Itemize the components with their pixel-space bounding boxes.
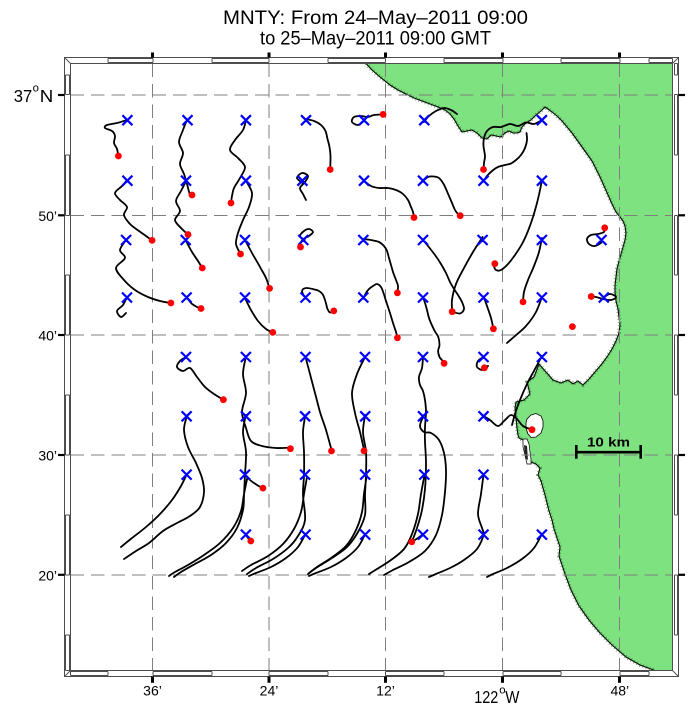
svg-text:36’: 36’ xyxy=(143,683,162,699)
svg-text:122: 122 xyxy=(474,687,498,707)
svg-text:o: o xyxy=(499,685,505,697)
svg-text:30’: 30’ xyxy=(38,448,57,464)
svg-text:10 km: 10 km xyxy=(587,434,630,449)
svg-text:48’: 48’ xyxy=(610,683,629,699)
svg-text:20’: 20’ xyxy=(38,568,57,584)
svg-text:W: W xyxy=(505,687,520,707)
svg-text:MNTY: From 24–May–2011 09:00: MNTY: From 24–May–2011 09:00 xyxy=(223,8,528,29)
svg-text:37: 37 xyxy=(14,86,33,106)
svg-text:N: N xyxy=(40,86,54,106)
svg-text:40’: 40’ xyxy=(38,328,57,344)
svg-text:to 25–May–2011 09:00 GMT: to 25–May–2011 09:00 GMT xyxy=(260,28,491,49)
svg-text:50’: 50’ xyxy=(38,208,57,224)
svg-text:o: o xyxy=(33,82,39,94)
svg-text:24’: 24’ xyxy=(260,683,279,699)
svg-text:12’: 12’ xyxy=(376,683,395,699)
